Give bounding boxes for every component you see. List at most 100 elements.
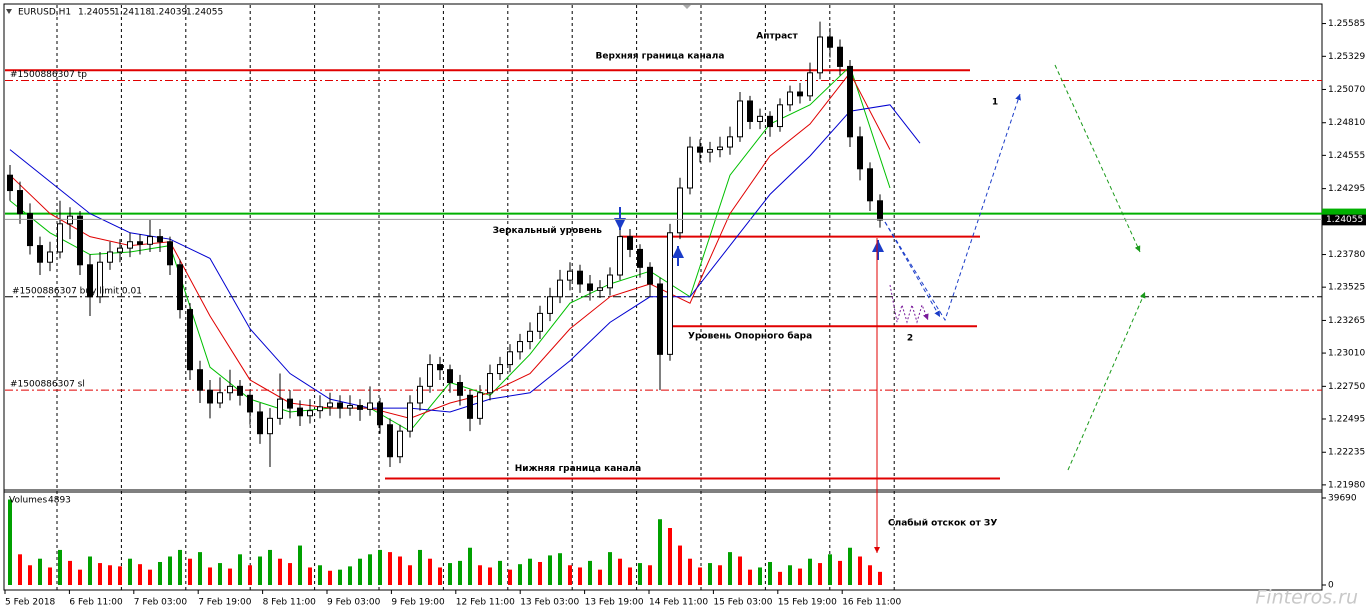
volume-bar [478, 565, 482, 585]
volume-bar [308, 567, 312, 585]
candle-body [617, 236, 623, 276]
y-tick-label: 1.24555 [1328, 151, 1365, 161]
frame [3, 3, 1323, 591]
volume-bar [768, 561, 772, 585]
candle-body [257, 411, 263, 435]
volume-bar [878, 571, 882, 585]
candle-body [727, 136, 733, 148]
candle-body [447, 369, 453, 384]
candle-body [127, 241, 133, 249]
volume-bar [468, 547, 472, 585]
candle-body [767, 115, 773, 128]
candle-body [517, 341, 523, 353]
candle-body [537, 312, 543, 332]
candle-body [137, 241, 143, 245]
candle-body [807, 72, 813, 97]
price-tag [1322, 213, 1366, 226]
volume-bar [438, 567, 442, 585]
volume-bar [358, 558, 362, 585]
candle-body [387, 424, 393, 458]
volume-bar [518, 564, 522, 585]
x-tick-label: 13 Feb 03:00 [520, 598, 579, 608]
candle-body [837, 46, 843, 67]
volume-bar [288, 563, 292, 585]
candle-body [637, 248, 643, 268]
volume-bar [638, 563, 642, 585]
volume-bar [668, 528, 672, 585]
candle-body [27, 213, 33, 247]
volume-bar [268, 549, 272, 585]
candle-body [177, 264, 183, 311]
candle-body [857, 136, 863, 170]
volume-bar [328, 570, 332, 585]
candle-body [467, 394, 473, 419]
candle-body [107, 251, 113, 263]
scenario-drawings [614, 64, 1146, 553]
volume-bar [688, 558, 692, 585]
candle-body [497, 364, 503, 375]
volume-bar [608, 552, 612, 585]
candle-body [827, 36, 833, 48]
volume-bar [588, 560, 592, 585]
x-tick-label: 14 Feb 11:00 [649, 598, 708, 608]
volume-bar [708, 563, 712, 585]
volume-bar [848, 547, 852, 585]
volume-bar [498, 560, 502, 585]
candle-body [797, 91, 803, 97]
x-tick-label: 9 Feb 03:00 [327, 598, 381, 608]
volume-title: Volumes [9, 496, 47, 506]
level-label: Уровень Опорного бара [688, 331, 812, 342]
annotation: 1 [992, 98, 998, 108]
volume-bar [338, 569, 342, 585]
volume-bar [508, 569, 512, 585]
candle-body [77, 215, 83, 266]
shift-marker [683, 5, 691, 9]
candle-body [707, 149, 713, 153]
candle-body [157, 236, 163, 243]
volume-bar [788, 565, 792, 585]
x-tick-label: 7 Feb 03:00 [134, 598, 188, 608]
volume-bar [28, 565, 32, 585]
volume-bar [398, 556, 402, 585]
volume-bar [808, 558, 812, 585]
volume-bar [558, 553, 562, 585]
candle-body [347, 405, 353, 409]
moving-average [9, 104, 921, 413]
candle-body [307, 410, 313, 417]
candle-body [567, 270, 573, 281]
candle-body [487, 373, 493, 394]
projection-path [884, 93, 1021, 322]
candle-body [367, 402, 373, 410]
candle-body [677, 187, 683, 234]
candle-body [357, 405, 363, 410]
y-tick-label: 1.23780 [1328, 250, 1365, 260]
x-tick-label: 13 Feb 19:00 [585, 598, 644, 608]
candle-body [217, 392, 223, 404]
candle-body [7, 174, 13, 192]
level-label: #1500886307 buy limit 0.01 [12, 286, 142, 296]
candle-body [717, 146, 723, 151]
candle-body [57, 223, 63, 253]
y-tick-label: 1.23525 [1328, 283, 1365, 293]
volume-bar [78, 569, 82, 585]
y-tick-label: 1.22750 [1328, 382, 1365, 392]
candle-body [557, 279, 563, 298]
candle-body [787, 91, 793, 106]
candle-body [747, 100, 753, 122]
volume-bar [178, 549, 182, 585]
candle-body [317, 406, 323, 412]
volume-bar [58, 549, 62, 585]
volume-bar [568, 565, 572, 585]
candle-body [737, 100, 743, 138]
candle-body [607, 274, 613, 289]
candles [7, 21, 883, 467]
volume-bar [128, 558, 132, 585]
quote: 1.24118 [114, 8, 151, 18]
candle-body [337, 402, 343, 409]
candle-body [477, 392, 483, 419]
volume-bar [818, 563, 822, 585]
volume-bar [258, 556, 262, 585]
level-label: #1500886307 tp [10, 70, 87, 80]
candle-body [147, 236, 153, 245]
